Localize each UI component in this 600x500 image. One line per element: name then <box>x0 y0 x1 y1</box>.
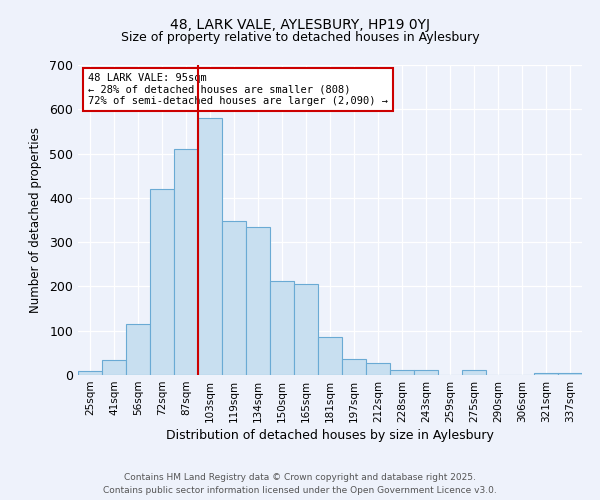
Text: 48 LARK VALE: 95sqm
← 28% of detached houses are smaller (808)
72% of semi-detac: 48 LARK VALE: 95sqm ← 28% of detached ho… <box>88 72 388 106</box>
Text: Size of property relative to detached houses in Aylesbury: Size of property relative to detached ho… <box>121 31 479 44</box>
Bar <box>126 324 150 375</box>
Bar <box>414 370 438 375</box>
Bar <box>102 360 126 375</box>
Bar <box>534 373 558 375</box>
Bar <box>246 226 270 375</box>
Bar <box>318 338 342 375</box>
X-axis label: Distribution of detached houses by size in Aylesbury: Distribution of detached houses by size … <box>166 429 494 442</box>
Text: 48, LARK VALE, AYLESBURY, HP19 0YJ: 48, LARK VALE, AYLESBURY, HP19 0YJ <box>170 18 430 32</box>
Bar <box>222 222 246 375</box>
Bar <box>198 118 222 375</box>
Bar <box>294 284 318 375</box>
Bar <box>270 280 294 375</box>
Bar <box>174 149 198 375</box>
Bar <box>342 358 366 375</box>
Text: Contains HM Land Registry data © Crown copyright and database right 2025.
Contai: Contains HM Land Registry data © Crown c… <box>103 473 497 495</box>
Bar <box>462 370 486 375</box>
Y-axis label: Number of detached properties: Number of detached properties <box>29 127 42 313</box>
Bar <box>78 372 102 375</box>
Bar <box>558 373 582 375</box>
Bar <box>150 189 174 375</box>
Bar <box>390 370 414 375</box>
Bar <box>366 363 390 375</box>
